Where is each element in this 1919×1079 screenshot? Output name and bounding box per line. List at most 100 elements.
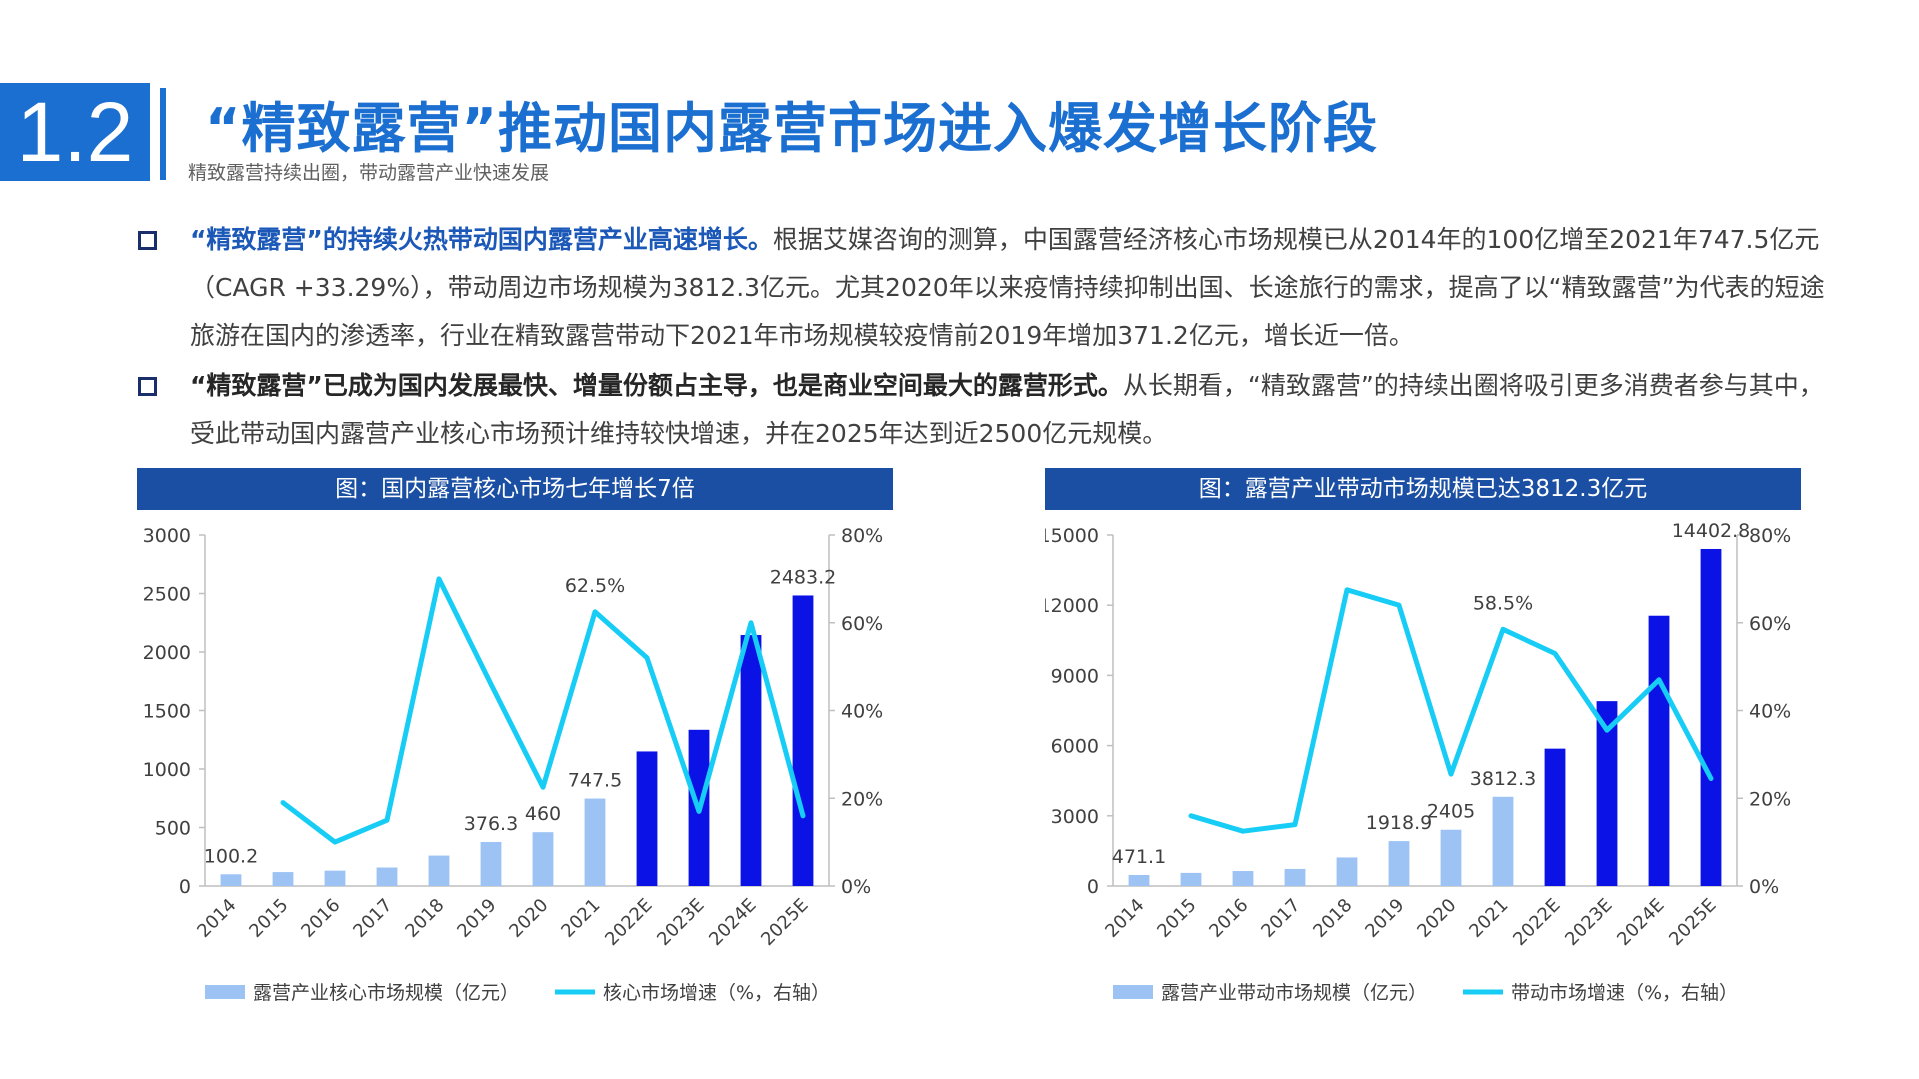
y-left-tick-label: 2500 [143,584,191,606]
y-right-tick-label: 0% [841,876,871,898]
bar [1180,872,1202,886]
x-tick-label: 2017 [1257,895,1304,942]
y-right-tick-label: 60% [1749,613,1791,635]
bar-data-label: 2483.2 [770,566,836,588]
y-right-tick-label: 60% [841,613,883,635]
bar [428,855,450,886]
y-right-tick-label: 40% [1749,701,1791,723]
bar [792,595,814,886]
bar-data-label: 1918.9 [1366,812,1432,834]
bar-data-label: 100.2 [204,845,258,867]
bar [1648,615,1670,886]
growth-line [280,576,806,845]
bullet-paragraph-2: “精致露营”已成为国内发展最快、增量份额占主导，也是商业空间最大的露营形式。从长… [138,362,1830,458]
bar-data-label: 460 [525,803,561,825]
bar [324,870,346,886]
x-tick-label: 2021 [1465,895,1512,942]
bar-data-label: 14402.8 [1672,520,1751,542]
page-title: “精致露营”推动国内露营市场进入爆发增长阶段 [205,97,1378,160]
growth-line [1188,587,1714,834]
legend-bar-swatch [1113,985,1153,999]
y-left-tick-label: 1500 [143,701,191,723]
x-tick-label: 2019 [453,895,500,942]
x-tick-label: 2023E [1561,895,1616,950]
legend-bar-label: 露营产业核心市场规模（亿元） [253,982,519,1004]
y-right-tick-label: 20% [841,788,883,810]
x-tick-label: 2023E [653,895,708,950]
bullet-2-text: 从长期看，“精致露营”的持续出圈将吸引更多消费者参与其中，受此带动国内露营产业核… [190,371,1824,448]
y-right-tick-label: 40% [841,701,883,723]
bar-data-label: 471.1 [1112,846,1166,868]
line-data-label: 62.5% [565,575,625,597]
bar-data-label: 2405 [1427,801,1475,823]
bar [584,798,606,886]
x-tick-label: 2022E [1509,895,1564,950]
x-tick-label: 2020 [1413,895,1460,942]
chart-driven-market-svg: 0 3000 6000 9000 12000 15000 0% 20% 40% 60% 80% 471… [1045,520,1791,1004]
bar [1440,829,1462,886]
x-tick-label: 2018 [401,895,448,942]
bar [1388,841,1410,886]
header-divider [160,88,166,180]
bar [1544,748,1566,886]
y-left-tick-label: 500 [155,818,191,840]
bar [1284,868,1306,886]
bullet-square-icon [138,377,157,396]
bar [220,874,242,886]
bar [1232,871,1254,886]
bar [376,867,398,886]
legend-bar-swatch [205,985,245,999]
line-data-label: 58.5% [1473,592,1533,614]
bullet-1-text: 根据艾媒咨询的测算，中国露营经济核心市场规模已从2014年的100亿增至2021… [190,225,1825,350]
chart-title: 图：国内露营核心市场七年增长7倍 [137,468,893,510]
bullet-1-highlight: “精致露营”的持续火热带动国内露营产业高速增长。 [190,225,773,254]
y-left-tick-label: 9000 [1051,665,1099,687]
chart-title: 图：露营产业带动市场规模已达3812.3亿元 [1045,468,1801,510]
bar [272,872,294,886]
y-right-tick-label: 20% [1749,788,1791,810]
bar [1596,701,1618,886]
bar [532,832,554,886]
y-left-tick-label: 12000 [1045,595,1099,617]
y-left-tick-label: 6000 [1051,736,1099,758]
x-tick-label: 2016 [297,895,344,942]
x-tick-label: 2014 [1101,895,1148,942]
bar [1492,796,1514,886]
x-tick-label: 2017 [349,895,396,942]
x-tick-label: 2025E [757,895,812,950]
y-right-tick-label: 80% [1749,525,1791,547]
x-tick-label: 2018 [1309,895,1356,942]
y-left-tick-label: 15000 [1045,525,1099,547]
bullet-paragraph-1: “精致露营”的持续火热带动国内露营产业高速增长。根据艾媒咨询的测算，中国露营经济… [138,216,1830,360]
y-left-tick-label: 0 [179,876,191,898]
y-left-tick-label: 3000 [143,525,191,547]
legend-line-label: 核心市场增速（%，右轴） [603,982,830,1004]
y-left-tick-label: 1000 [143,759,191,781]
bullet-2-highlight: “精致露营”已成为国内发展最快、增量份额占主导，也是商业空间最大的露营形式。 [190,371,1123,400]
page-subtitle: 精致露营持续出圈，带动露营产业快速发展 [188,162,550,184]
bar [1336,857,1358,886]
legend-line-label: 带动市场增速（%，右轴） [1511,982,1738,1004]
chart-core-market: 图：国内露营核心市场七年增长7倍 0 500 1000 1500 2000 2500 300… [137,468,893,1038]
x-tick-label: 2024E [1613,895,1668,950]
legend-bar-label: 露营产业带动市场规模（亿元） [1161,982,1427,1004]
x-tick-label: 2015 [245,895,292,942]
chart-driven-market: 图：露营产业带动市场规模已达3812.3亿元 0 3000 6000 9000 1200… [1045,468,1801,1038]
x-tick-label: 2021 [557,895,604,942]
x-tick-label: 2019 [1361,895,1408,942]
bar [636,751,658,886]
y-left-tick-label: 0 [1087,876,1099,898]
x-tick-label: 2024E [705,895,760,950]
x-tick-label: 2020 [505,895,552,942]
bar-data-label: 3812.3 [1470,768,1536,790]
y-right-tick-label: 0% [1749,876,1779,898]
x-tick-label: 2015 [1153,895,1200,942]
y-left-tick-label: 3000 [1051,806,1099,828]
bar-data-label: 376.3 [464,813,518,835]
bar [1700,548,1722,886]
y-left-tick-label: 2000 [143,642,191,664]
y-right-tick-label: 80% [841,525,883,547]
section-number-badge: 1.2 [0,83,150,181]
x-tick-label: 2025E [1665,895,1720,950]
bullet-square-icon [138,231,157,250]
